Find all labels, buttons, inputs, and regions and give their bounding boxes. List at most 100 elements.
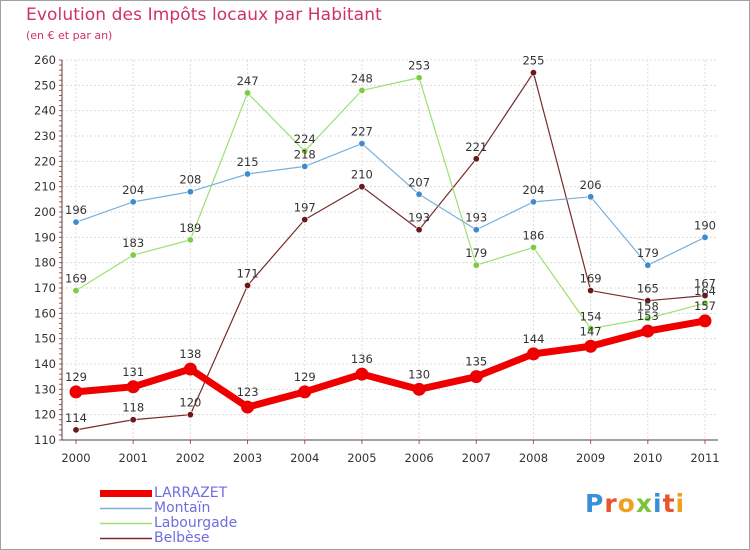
data-point-montan [587,193,595,201]
data-label-belbse: 167 [694,277,716,291]
series-line-larrazet [75,317,706,411]
data-label-montan: 179 [637,246,659,260]
data-point-labourgade [186,236,194,244]
y-tick-label: 200 [34,205,56,219]
data-point-montan [301,162,309,170]
y-tick-label: 260 [34,53,56,67]
data-point-larrazet [126,380,140,394]
legend-swatch-larrazet [100,490,152,497]
legend-swatch-labourgade [100,522,152,525]
data-point-larrazet [298,385,312,399]
legend-item-montain: Montaïn [100,501,237,516]
y-tick-label: 170 [34,281,56,295]
logo-letter: t [662,489,676,518]
y-tick-label: 110 [34,433,56,447]
data-label-labourgade: 224 [294,132,316,146]
data-label-labourgade: 164 [694,284,716,298]
data-point-montan [472,226,480,234]
data-point-larrazet [355,367,369,381]
data-label-larrazet: 136 [351,352,373,366]
data-point-larrazet [183,362,197,376]
data-point-belbse [644,297,652,305]
x-tick-label: 2005 [347,451,376,465]
data-label-larrazet: 138 [179,347,201,361]
logo-letter: o [617,489,636,518]
y-tick-label: 160 [34,306,56,320]
legend-label-larrazet: LARRAZET [154,485,228,501]
data-label-belbse: 118 [122,401,144,415]
data-label-montan: 193 [465,211,487,225]
data-point-belbse [701,292,709,300]
data-label-labourgade: 253 [408,59,430,73]
legend-item-belbese: Belbèse [100,531,237,546]
data-point-larrazet [241,400,255,414]
data-label-montan: 190 [694,218,716,232]
y-tick-label: 190 [34,230,56,244]
data-label-larrazet: 129 [65,370,87,384]
series-line-labourgade [75,77,706,330]
data-point-labourgade [415,74,423,82]
data-label-belbse: 210 [351,168,373,182]
x-tick-label: 2001 [119,451,148,465]
data-point-larrazet [412,382,426,396]
data-point-montan [415,190,423,198]
data-point-labourgade [129,251,137,259]
data-label-montan: 206 [580,178,602,192]
y-tick-label: 250 [34,78,56,92]
data-label-labourgade: 186 [522,228,544,242]
data-point-belbse [186,411,194,419]
data-point-labourgade [529,243,537,251]
logo-letter: P [585,489,605,518]
data-label-belbse: 171 [237,266,259,280]
data-label-montan: 227 [351,125,373,139]
data-label-montan: 204 [122,183,144,197]
data-point-belbse [72,426,80,434]
data-point-labourgade [701,299,709,307]
data-point-labourgade [244,89,252,97]
data-label-larrazet: 129 [294,370,316,384]
x-tick-label: 2003 [233,451,262,465]
data-point-montan [129,198,137,206]
data-point-montan [701,233,709,241]
data-label-montan: 218 [294,147,316,161]
data-label-montan: 204 [522,183,544,197]
x-tick-label: 2007 [462,451,491,465]
x-tick-label: 2004 [290,451,319,465]
logo-letter: i [675,489,686,518]
data-label-labourgade: 183 [122,236,144,250]
data-point-larrazet [698,314,712,328]
chart-legend: LARRAZET Montaïn Labourgade Belbèse [100,486,237,546]
y-tick-label: 140 [34,357,56,371]
legend-swatch-montain [100,507,152,510]
legend-item-larrazet: LARRAZET [100,486,237,501]
data-label-belbse: 165 [637,282,659,296]
data-label-larrazet: 130 [408,367,430,381]
x-tick-label: 2000 [61,451,90,465]
data-point-larrazet [526,347,540,361]
data-label-belbse: 197 [294,201,316,215]
data-point-montan [529,198,537,206]
data-point-belbse [529,69,537,77]
data-label-belbse: 221 [465,140,487,154]
x-tick-label: 2008 [519,451,548,465]
data-label-belbse: 255 [522,54,544,68]
data-point-labourgade [301,147,309,155]
data-point-belbse [129,416,137,424]
data-point-labourgade [587,325,595,333]
data-point-labourgade [358,86,366,94]
x-tick-label: 2010 [633,451,662,465]
legend-label-montain: Montaïn [154,500,211,516]
data-label-larrazet: 123 [237,385,259,399]
data-label-labourgade: 179 [465,246,487,260]
data-label-labourgade: 189 [179,221,201,235]
chart-subtitle: (en € et par an) [26,29,113,42]
data-point-larrazet [641,324,655,338]
data-point-montan [72,218,80,226]
logo-letter: x [635,489,653,518]
x-tick-label: 2002 [176,451,205,465]
data-point-belbse [415,226,423,234]
legend-label-labourgade: Labourgade [154,515,238,531]
data-point-labourgade [472,261,480,269]
data-label-larrazet: 131 [122,365,144,379]
